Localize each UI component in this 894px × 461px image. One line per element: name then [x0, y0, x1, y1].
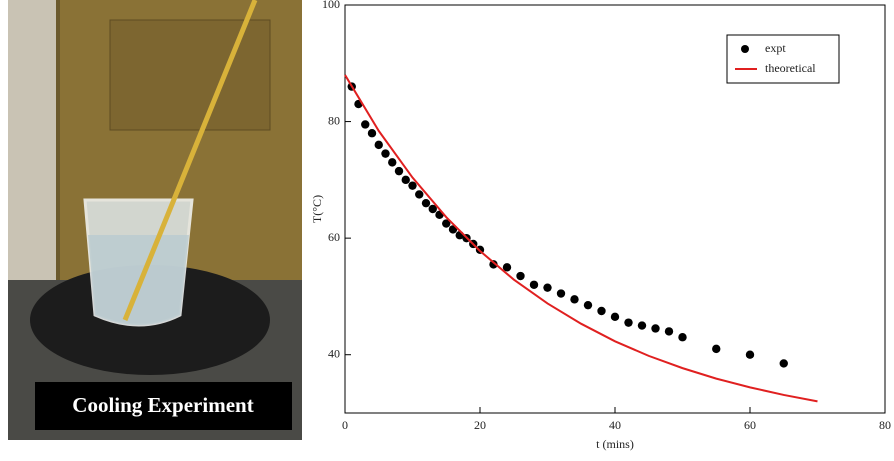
data-point [489, 260, 498, 269]
data-point [570, 295, 579, 304]
x-tick-label: 60 [744, 418, 756, 432]
chart: 0 20 40 60 80 40 60 80 100 t (mins) T(°C) expt theor… [310, 0, 891, 451]
x-tick-label: 80 [879, 418, 891, 432]
thermometer [122, 0, 258, 321]
data-point [415, 190, 424, 199]
photo: Cooling Experiment [8, 0, 302, 440]
legend-symbol [741, 45, 749, 53]
data-point [442, 219, 451, 228]
data-point [583, 300, 593, 310]
y-tick-label: 80 [328, 113, 340, 127]
data-point [678, 333, 687, 342]
data-point [543, 283, 552, 292]
data-line [344, 74, 818, 403]
data-point [516, 271, 525, 281]
y-axis-label: T(°C) [310, 195, 324, 223]
data-point [637, 321, 647, 330]
data-point [624, 318, 633, 327]
data-point [745, 350, 755, 359]
water [88, 235, 189, 325]
y-tick-label: 100 [322, 0, 340, 11]
y-tick-label: 60 [328, 230, 340, 244]
data-point [651, 324, 660, 333]
caption: Cooling Experiment [72, 393, 253, 417]
data-point [374, 140, 383, 150]
data-point [529, 280, 539, 289]
data-point [712, 344, 721, 354]
data-point [381, 149, 390, 158]
data-point [388, 158, 397, 167]
x-tick-label: 40 [609, 418, 621, 432]
x-tick-label: 0 [342, 418, 348, 432]
legend-label: expt [765, 41, 786, 55]
wall [8, 0, 56, 300]
legend-label: theoretical [765, 61, 816, 75]
y-tick-label: 40 [328, 346, 340, 360]
data-point [502, 263, 512, 272]
x-tick-label: 20 [474, 418, 486, 432]
data-point [428, 204, 437, 214]
data-point [664, 327, 674, 336]
door-panel [109, 19, 271, 131]
caption-box [35, 382, 292, 430]
data-point [361, 120, 370, 129]
data-point [610, 312, 620, 322]
data-point [367, 129, 377, 138]
data-point [408, 181, 417, 190]
data-point [421, 198, 431, 208]
x-axis-label: t (mins) [596, 437, 634, 451]
legend-box [726, 34, 840, 84]
data-point [597, 306, 606, 316]
data-point [556, 289, 566, 298]
data-point [394, 166, 404, 176]
data-point [779, 359, 788, 368]
data-point [401, 175, 410, 185]
